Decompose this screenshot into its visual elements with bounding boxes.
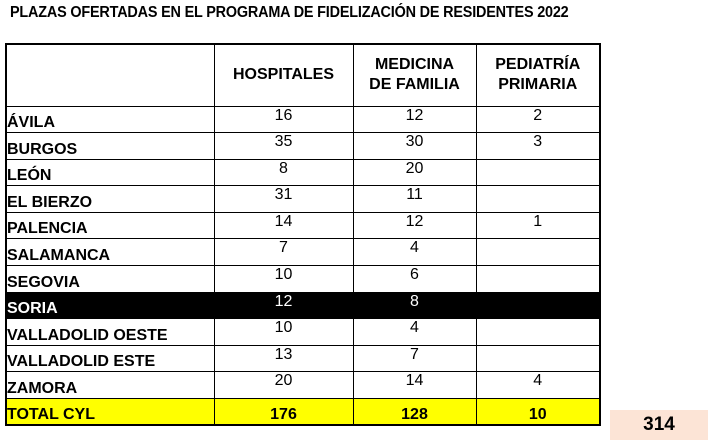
table-row: BURGOS 35 30 3	[5, 132, 601, 160]
total-label: TOTAL CYL	[5, 398, 215, 426]
cell-medicina: 4	[352, 318, 477, 346]
row-name: ÁVILA	[5, 105, 215, 134]
header-medicina-line2: DE FAMILIA	[369, 76, 460, 94]
row-name: EL BIERZO	[5, 185, 215, 213]
cell-hospitales: 16	[213, 105, 354, 134]
cell-pediatria	[475, 158, 601, 187]
row-name: VALLADOLID ESTE	[5, 344, 215, 373]
cell-medicina: 20	[352, 158, 477, 187]
row-name: LEÓN	[5, 158, 215, 187]
cell-pediatria: 3	[475, 132, 601, 160]
cell-pediatria: 4	[475, 371, 601, 400]
header-medicina: MEDICINA DE FAMILIA	[352, 43, 477, 107]
total-pediatria: 10	[475, 398, 601, 426]
cell-pediatria: 2	[475, 105, 601, 134]
cell-medicina: 7	[352, 344, 477, 373]
header-hospitales-label: HOSPITALES	[232, 66, 335, 84]
cell-medicina: 12	[352, 105, 477, 134]
row-name: VALLADOLID OESTE	[5, 318, 215, 346]
cell-medicina: 14	[352, 371, 477, 400]
total-medicina: 128	[352, 398, 477, 426]
cell-pediatria	[475, 318, 601, 346]
row-name: SALAMANCA	[5, 238, 215, 267]
plazas-table: HOSPITALES MEDICINA DE FAMILIA PEDIATRÍA P…	[5, 43, 601, 427]
grand-total: 314	[610, 410, 708, 440]
total-hospitales: 176	[213, 398, 354, 426]
page-title: PLAZAS OFERTADAS EN EL PROGRAMA DE FIDEL…	[10, 4, 569, 21]
table-header-row: HOSPITALES MEDICINA DE FAMILIA PEDIATRÍA P…	[5, 43, 601, 107]
table-row: LEÓN 8 20	[5, 158, 601, 187]
cell-pediatria	[475, 238, 601, 267]
cell-hospitales: 10	[213, 318, 354, 346]
header-hospitales: HOSPITALES	[213, 43, 354, 107]
cell-medicina: 11	[352, 185, 477, 213]
row-name: PALENCIA	[5, 211, 215, 240]
header-empty	[5, 43, 215, 107]
table-row-highlighted: SORIA 12 8	[5, 291, 601, 320]
cell-medicina: 6	[352, 265, 477, 293]
cell-medicina: 4	[352, 238, 477, 267]
header-pediatria-line2: PRIMARIA	[498, 76, 578, 94]
table-row: SEGOVIA 10 6	[5, 265, 601, 293]
cell-hospitales: 10	[213, 265, 354, 293]
row-name: SORIA	[5, 291, 215, 320]
header-medicina-line1: MEDICINA	[374, 56, 455, 74]
cell-hospitales: 7	[213, 238, 354, 267]
cell-pediatria	[475, 185, 601, 213]
row-name: BURGOS	[5, 132, 215, 160]
table-row: EL BIERZO 31 11	[5, 185, 601, 213]
cell-hospitales: 14	[213, 211, 354, 240]
header-pediatria-line1: PEDIATRÍA	[495, 56, 581, 74]
cell-hospitales: 31	[213, 185, 354, 213]
cell-hospitales: 35	[213, 132, 354, 160]
cell-hospitales: 20	[213, 371, 354, 400]
row-name: SEGOVIA	[5, 265, 215, 293]
table-row: ZAMORA 20 14 4	[5, 371, 601, 400]
total-row: TOTAL CYL 176 128 10	[5, 398, 601, 426]
table-row: PALENCIA 14 12 1	[5, 211, 601, 240]
cell-pediatria	[475, 291, 601, 320]
header-pediatria: PEDIATRÍA PRIMARIA	[475, 43, 601, 107]
cell-hospitales: 8	[213, 158, 354, 187]
cell-hospitales: 12	[213, 291, 354, 320]
cell-medicina: 30	[352, 132, 477, 160]
cell-hospitales: 13	[213, 344, 354, 373]
cell-pediatria	[475, 265, 601, 293]
table-row: ÁVILA 16 12 2	[5, 105, 601, 134]
cell-medicina: 8	[352, 291, 477, 320]
table-row: VALLADOLID ESTE 13 7	[5, 344, 601, 373]
cell-medicina: 12	[352, 211, 477, 240]
table-row: VALLADOLID OESTE 10 4	[5, 318, 601, 346]
cell-pediatria: 1	[475, 211, 601, 240]
row-name: ZAMORA	[5, 371, 215, 400]
table-row: SALAMANCA 7 4	[5, 238, 601, 267]
cell-pediatria	[475, 344, 601, 373]
